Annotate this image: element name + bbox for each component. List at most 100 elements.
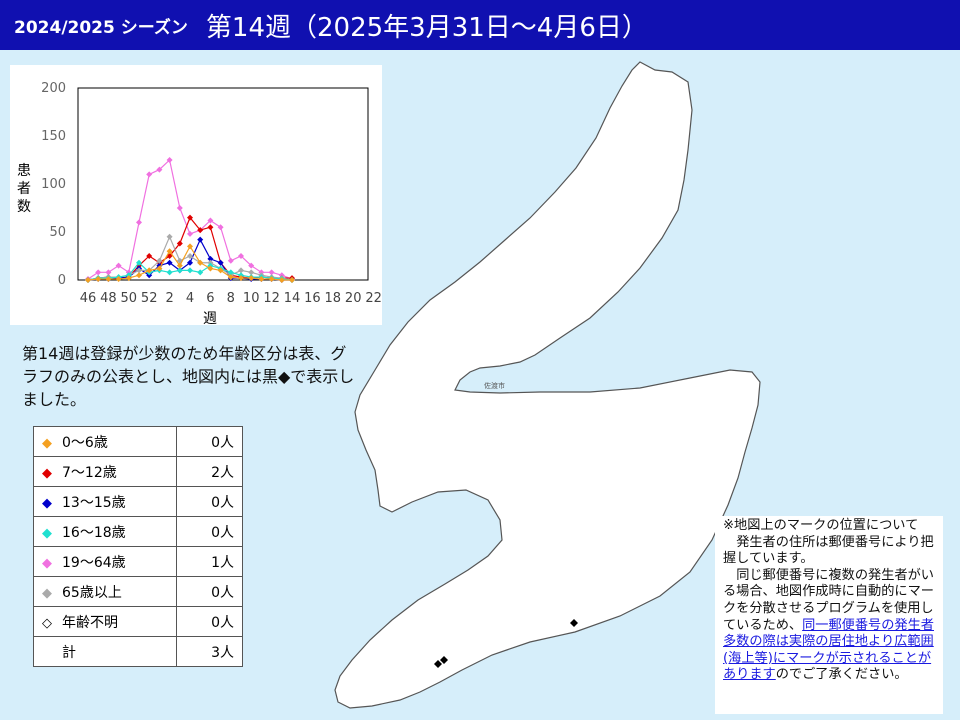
- data-point: [207, 265, 214, 272]
- legend-label-cell: ◇ 年齢不明: [33, 606, 177, 637]
- y-tick-label: 200: [41, 81, 66, 96]
- legend-row: ◇ 年齢不明 0人: [33, 606, 243, 637]
- legend-label-cell: ◆ 65歳以上: [33, 576, 177, 607]
- data-point: [187, 267, 193, 274]
- data-point: [136, 272, 142, 279]
- data-point: [176, 267, 183, 274]
- legend-row: ◆ 13～15歳 0人: [33, 486, 243, 517]
- x-tick-label: 18: [325, 291, 342, 306]
- legend-label-cell: 計: [33, 636, 177, 667]
- y-tick-label: 150: [41, 129, 66, 144]
- legend-label: 7～12歳: [62, 464, 117, 481]
- data-point: [156, 257, 163, 264]
- legend-label: 計: [62, 644, 76, 661]
- data-point: [95, 269, 102, 276]
- data-point: [278, 277, 285, 283]
- plot-area: [77, 87, 369, 281]
- x-tick-label: 22: [365, 291, 382, 306]
- x-tick-label: 2: [165, 291, 173, 306]
- y-axis-label-char: 数: [17, 199, 31, 215]
- legend-marker-icon: ◆: [42, 495, 52, 511]
- x-tick-label: 8: [227, 291, 235, 306]
- legend-label-cell: ◆ 16～18歳: [33, 516, 177, 547]
- legend-marker-icon: ◆: [42, 465, 52, 481]
- legend-label: 年齢不明: [62, 614, 118, 631]
- season-label: 2024/2025 シーズン: [14, 17, 188, 38]
- data-point: [95, 276, 102, 283]
- data-point: [156, 166, 163, 173]
- legend-marker-icon: ◆: [42, 555, 52, 571]
- notice-heading: ※地図上のマークの位置について: [723, 518, 919, 533]
- x-tick-label: 50: [121, 291, 138, 306]
- legend-row: ◆ 7～12歳 2人: [33, 456, 243, 487]
- notice-plain-text: 同じ郵便番号に複数の発生者がいる場合、地図作成時に自動的にマークを分散させるプロ…: [723, 567, 934, 633]
- data-point: [248, 275, 255, 282]
- week-title: 第14週（2025年3月31日～4月6日）: [205, 12, 648, 43]
- data-point: [187, 230, 193, 237]
- data-point: [146, 171, 153, 178]
- data-point: [166, 259, 173, 266]
- data-point: [187, 243, 193, 250]
- data-point: [238, 275, 244, 282]
- y-tick-label: 50: [49, 225, 66, 240]
- notice-link[interactable]: 同一郵便番号の発生者多数の際は実際の居住地より広範囲(海上等)にマークが示される…: [723, 617, 934, 683]
- data-point: [176, 205, 183, 211]
- legend-label-cell: ◆ 13～15歳: [33, 486, 177, 517]
- legend-row: 計 3人: [33, 636, 243, 667]
- legend-label-cell: ◆ 0～6歳: [33, 426, 177, 457]
- legend-marker-icon: ◆: [42, 435, 52, 451]
- data-point: [217, 259, 224, 266]
- legend-marker-icon: ◆: [42, 525, 52, 541]
- x-tick-label: 46: [80, 291, 97, 306]
- series-group: [85, 157, 295, 283]
- data-point: [289, 277, 295, 283]
- y-axis-label: 患者数: [17, 163, 31, 215]
- data-point: [115, 262, 122, 269]
- data-point: [187, 214, 193, 221]
- data-point: [146, 253, 153, 259]
- legend-label-cell: ◆ 19～64歳: [33, 546, 177, 577]
- legend-label: 19～64歳: [62, 554, 126, 571]
- data-point: [207, 224, 214, 231]
- legend-label: 0～6歳: [62, 434, 108, 451]
- legend-count: 3人: [176, 636, 243, 667]
- data-point: [207, 217, 214, 224]
- legend-row: ◆ 0～6歳 0人: [33, 426, 243, 457]
- legend-row: ◆ 65歳以上 0人: [33, 576, 243, 607]
- header-bar: 2024/2025 シーズン 第14週（2025年3月31日～4月6日）: [0, 0, 960, 50]
- legend-label: 16～18歳: [62, 524, 126, 541]
- legend-count: 0人: [176, 516, 243, 547]
- data-point: [217, 267, 224, 274]
- data-point: [187, 253, 193, 259]
- case-marker-3: [440, 656, 448, 664]
- y-tick-labels: 0 50 100 150 200: [41, 81, 66, 288]
- marker-position-notice: ※地図上のマークの位置について 発生者の住所は郵便番号により把握しています。 同…: [715, 516, 943, 714]
- x-tick-label: 10: [243, 291, 260, 306]
- data-point: [248, 262, 255, 269]
- data-point: [136, 267, 142, 274]
- explanation-note: 第14週は登録が少数のため年齢区分は表、グラフのみの公表とし、地図内には黒◆で表…: [22, 344, 355, 409]
- notice-end-text: のでご了承ください。: [775, 667, 908, 683]
- data-point: [136, 219, 142, 226]
- legend-marker-icon: ◇: [42, 615, 52, 631]
- notice-paragraph-2: 同じ郵便番号に複数の発生者がいる場合、地図作成時に自動的にマークを分散させるプロ…: [723, 568, 939, 684]
- data-point: [217, 224, 224, 231]
- data-point: [136, 259, 142, 266]
- notice-paragraph-1: 発生者の住所は郵便番号により把握しています。: [723, 534, 934, 567]
- data-point: [207, 255, 214, 262]
- legend-label-cell: ◆ 7～12歳: [33, 456, 177, 487]
- data-point: [268, 269, 275, 276]
- legend-count: 0人: [176, 606, 243, 637]
- data-point: [197, 269, 204, 276]
- data-point: [176, 262, 183, 269]
- x-tick-label: 20: [345, 291, 362, 306]
- y-tick-label: 0: [58, 273, 66, 288]
- x-tick-label: 6: [206, 291, 214, 306]
- data-point: [197, 236, 204, 243]
- legend-marker-icon: ◆: [42, 585, 52, 601]
- data-point: [166, 233, 173, 240]
- legend-row: ◆ 19～64歳 1人: [33, 546, 243, 577]
- data-point: [166, 269, 173, 276]
- data-point: [238, 253, 244, 259]
